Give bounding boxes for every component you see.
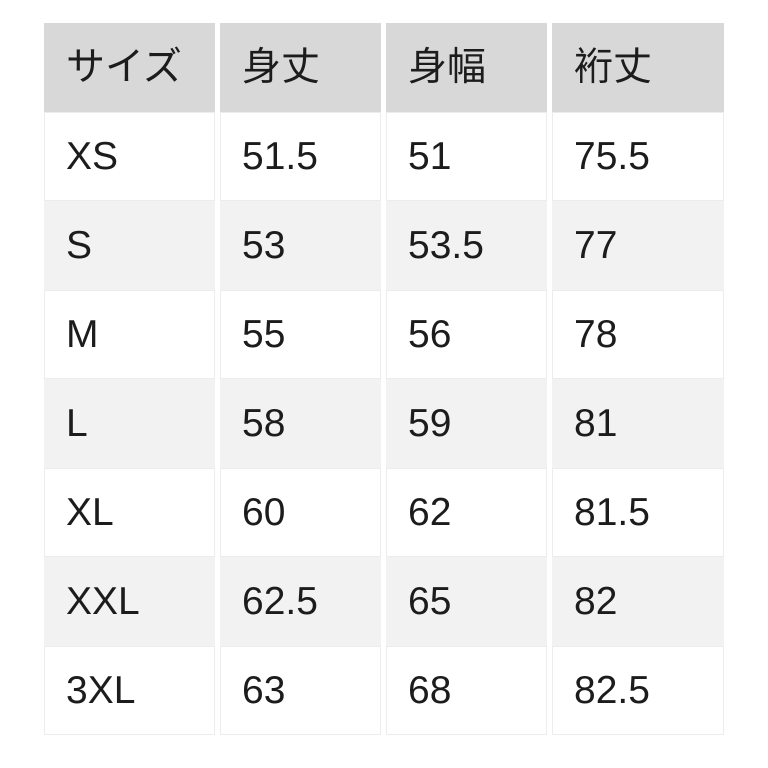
sleeve-length-cell: 81.5 [552,468,724,557]
table-row-3xl: 3XL 63 68 82.5 [44,646,724,735]
body-width-cell: 53.5 [386,201,547,290]
body-width-cell: 65 [386,557,547,646]
table-row-xl: XL 60 62 81.5 [44,468,724,557]
sleeve-length-cell: 77 [552,201,724,290]
body-length-cell: 58 [220,379,381,468]
table-row-l: L 58 59 81 [44,379,724,468]
table-header-row: サイズ 身丈 身幅 裄丈 [44,23,724,112]
body-width-cell: 51 [386,112,547,201]
body-length-cell: 62.5 [220,557,381,646]
body-length-cell: 53 [220,201,381,290]
sleeve-length-cell: 78 [552,290,724,379]
sleeve-length-cell: 81 [552,379,724,468]
body-length-cell: 60 [220,468,381,557]
column-header-body-width: 身幅 [386,23,547,112]
size-cell: L [44,379,215,468]
table-row-m: M 55 56 78 [44,290,724,379]
size-chart-table: サイズ 身丈 身幅 裄丈 XS 51.5 51 75.5 S 53 53.5 7… [44,23,724,735]
sleeve-length-cell: 82.5 [552,646,724,735]
body-width-cell: 62 [386,468,547,557]
table-row-xs: XS 51.5 51 75.5 [44,112,724,201]
size-cell: XXL [44,557,215,646]
body-width-cell: 59 [386,379,547,468]
size-cell: S [44,201,215,290]
size-cell: M [44,290,215,379]
column-header-size: サイズ [44,23,215,112]
table-row-s: S 53 53.5 77 [44,201,724,290]
table-row-xxl: XXL 62.5 65 82 [44,557,724,646]
size-cell: XS [44,112,215,201]
column-header-body-length: 身丈 [220,23,381,112]
body-width-cell: 68 [386,646,547,735]
sleeve-length-cell: 82 [552,557,724,646]
body-length-cell: 55 [220,290,381,379]
column-header-sleeve-length: 裄丈 [552,23,724,112]
body-length-cell: 63 [220,646,381,735]
sleeve-length-cell: 75.5 [552,112,724,201]
size-cell: XL [44,468,215,557]
size-cell: 3XL [44,646,215,735]
body-length-cell: 51.5 [220,112,381,201]
body-width-cell: 56 [386,290,547,379]
